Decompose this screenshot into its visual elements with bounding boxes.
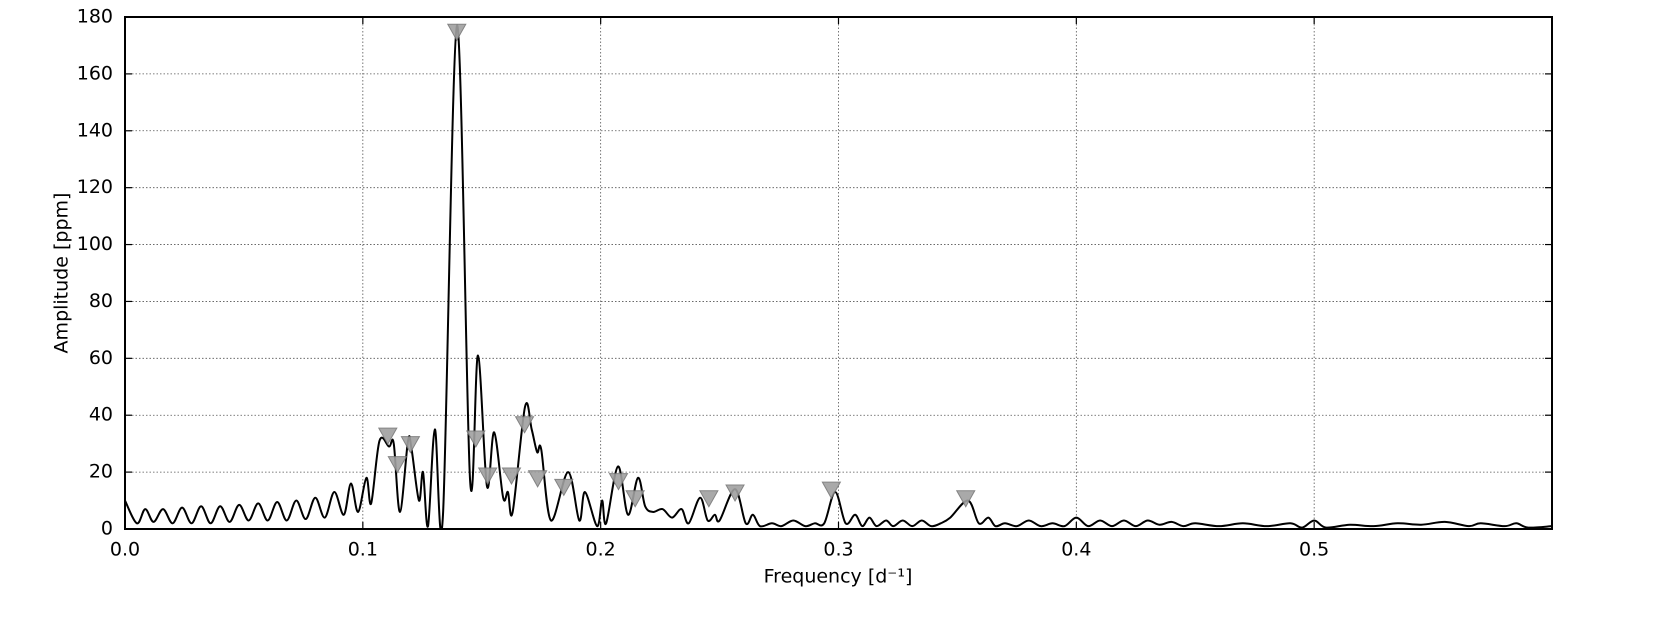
y-tick-label: 40	[89, 404, 113, 426]
y-tick-label: 20	[89, 461, 113, 483]
plot-frame	[124, 16, 1553, 530]
y-tick-label: 180	[77, 6, 113, 28]
x-tick-label: 0.1	[348, 539, 378, 561]
peak-marker	[608, 473, 629, 491]
peak-marker	[377, 427, 398, 446]
x-tick-label: 0.0	[110, 539, 140, 561]
y-axis-label: Amplitude [ppm]	[51, 193, 73, 354]
plot-area	[125, 23, 1552, 529]
peak-marker	[699, 490, 719, 508]
peak-marker	[501, 467, 522, 485]
y-tick-label: 100	[77, 233, 113, 255]
y-tick-label: 140	[77, 119, 113, 141]
y-tick-label: 120	[77, 176, 113, 198]
peak-marker	[400, 436, 421, 454]
x-tick-label: 0.2	[586, 539, 616, 561]
y-tick-label: 0	[101, 518, 113, 540]
x-axis-label: Frequency [d⁻¹]	[764, 566, 913, 588]
peak-marker	[477, 467, 498, 485]
peak-marker	[821, 481, 842, 500]
peak-marker	[514, 416, 535, 434]
peak-marker	[465, 430, 486, 448]
peak-marker	[527, 470, 548, 488]
x-tick-label: 0.5	[1299, 539, 1329, 561]
peak-marker	[725, 484, 745, 503]
x-tick-label: 0.4	[1061, 539, 1091, 561]
peak-marker	[955, 490, 976, 508]
y-tick-label: 160	[77, 62, 113, 84]
peak-marker	[625, 490, 646, 508]
x-tick-label: 0.3	[823, 539, 853, 561]
peak-marker	[553, 478, 574, 497]
y-tick-label: 80	[89, 290, 113, 312]
peak-marker	[387, 456, 408, 474]
y-tick-label: 60	[89, 347, 113, 369]
peak-marker	[446, 23, 467, 42]
amplitude-line	[125, 24, 1552, 529]
